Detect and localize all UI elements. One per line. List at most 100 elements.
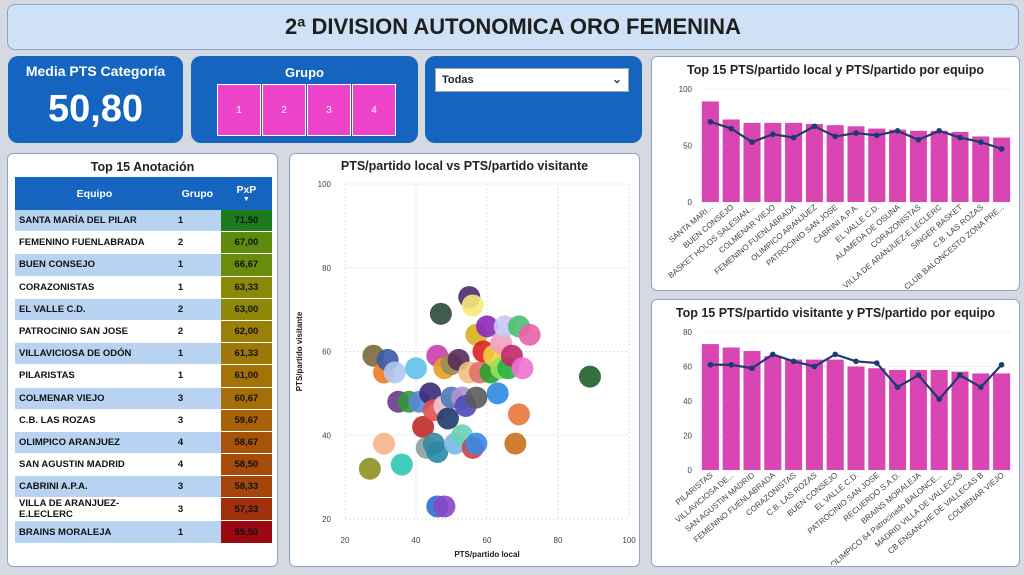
line-point[interactable] bbox=[707, 118, 714, 125]
table-row[interactable]: PILARISTAS 1 61,00 bbox=[15, 364, 272, 388]
col-header-grupo[interactable]: Grupo bbox=[173, 177, 221, 210]
scatter-point[interactable] bbox=[436, 407, 459, 430]
bar[interactable] bbox=[764, 356, 782, 470]
scatter-point[interactable] bbox=[433, 495, 456, 518]
line-point[interactable] bbox=[874, 132, 880, 139]
bar[interactable] bbox=[909, 130, 927, 202]
line-point[interactable] bbox=[853, 358, 859, 365]
table-row[interactable]: PATROCINIO SAN JOSE 2 62,00 bbox=[15, 320, 272, 344]
table-row[interactable]: COLMENAR VIEJO 3 60,67 bbox=[15, 387, 272, 410]
bar[interactable] bbox=[951, 131, 969, 202]
grupo-button-3[interactable]: 3 bbox=[307, 84, 351, 136]
bar[interactable] bbox=[847, 126, 865, 202]
line-point[interactable] bbox=[978, 384, 984, 390]
line-point[interactable] bbox=[978, 139, 984, 145]
bar[interactable] bbox=[701, 344, 719, 470]
line-point[interactable] bbox=[894, 128, 901, 134]
scatter-point[interactable] bbox=[486, 382, 509, 405]
scatter-point[interactable] bbox=[511, 357, 534, 380]
scatter-point[interactable] bbox=[412, 415, 435, 438]
table-row[interactable]: OLIMPICO ARANJUEZ 4 58,67 bbox=[15, 431, 272, 455]
table-row[interactable]: EL VALLE C.D. 2 63,00 bbox=[15, 298, 272, 321]
line-point[interactable] bbox=[811, 363, 818, 370]
bar[interactable] bbox=[909, 369, 927, 470]
table-row[interactable]: VILLAVICIOSA DE ODÓN 1 61,33 bbox=[15, 342, 272, 366]
scatter-point[interactable] bbox=[419, 382, 442, 405]
line-point[interactable] bbox=[998, 146, 1005, 152]
table-row[interactable]: SANTA MARÍA DEL PILAR 1 71,50 bbox=[15, 210, 272, 233]
line-point[interactable] bbox=[728, 361, 734, 368]
bar[interactable] bbox=[847, 366, 865, 471]
bar[interactable] bbox=[743, 122, 761, 202]
bar[interactable] bbox=[868, 368, 886, 470]
scatter-point[interactable] bbox=[358, 457, 381, 480]
line-point[interactable] bbox=[749, 365, 755, 372]
bar[interactable] bbox=[805, 359, 823, 470]
line-point[interactable] bbox=[832, 133, 838, 140]
bar[interactable] bbox=[805, 124, 823, 202]
bar[interactable] bbox=[785, 122, 803, 202]
bar[interactable] bbox=[993, 373, 1011, 470]
scatter-point[interactable] bbox=[465, 386, 488, 409]
bar[interactable] bbox=[993, 137, 1011, 202]
line-point[interactable] bbox=[915, 372, 922, 378]
bar[interactable] bbox=[972, 373, 990, 470]
scatter-point[interactable] bbox=[373, 432, 396, 455]
bar[interactable] bbox=[889, 129, 907, 202]
line-point[interactable] bbox=[936, 396, 942, 403]
bar[interactable] bbox=[743, 350, 761, 470]
table-row[interactable]: SAN AGUSTIN MADRID 4 58,50 bbox=[15, 453, 272, 477]
table-row[interactable]: CORAZONISTAS 1 63,33 bbox=[15, 276, 272, 299]
scatter-point[interactable] bbox=[465, 432, 488, 455]
bar[interactable] bbox=[785, 359, 803, 470]
col-header-equipo[interactable]: Equipo bbox=[15, 177, 174, 210]
line-point[interactable] bbox=[770, 351, 776, 358]
scatter-point[interactable] bbox=[383, 361, 406, 384]
scatter-point[interactable] bbox=[507, 403, 530, 426]
table-row[interactable]: BUEN CONSEJO 1 66,67 bbox=[15, 253, 272, 277]
grupo-button-1[interactable]: 1 bbox=[217, 84, 261, 136]
line-point[interactable] bbox=[749, 139, 755, 145]
bar[interactable] bbox=[889, 369, 907, 470]
bar[interactable] bbox=[972, 136, 990, 202]
line-point[interactable] bbox=[832, 351, 838, 358]
scatter-point[interactable] bbox=[518, 323, 541, 346]
bar[interactable] bbox=[722, 347, 740, 470]
scatter-point[interactable] bbox=[390, 453, 413, 476]
line-point[interactable] bbox=[998, 361, 1005, 368]
table-row[interactable]: VILLA DE ARANJUEZ-E.LECLERC 3 57,33 bbox=[15, 497, 272, 522]
scatter-point[interactable] bbox=[504, 432, 527, 455]
line-point[interactable] bbox=[790, 358, 797, 365]
bar[interactable] bbox=[868, 128, 886, 202]
col-header-pxp[interactable]: PxP ▼ bbox=[220, 177, 272, 210]
bar[interactable] bbox=[951, 371, 969, 470]
scatter-point[interactable] bbox=[476, 315, 498, 338]
bar[interactable] bbox=[930, 130, 948, 202]
bar[interactable] bbox=[701, 101, 719, 202]
table-row[interactable]: FEMENINO FUENLABRADA 2 67,00 bbox=[15, 231, 272, 255]
line-point[interactable] bbox=[770, 131, 776, 137]
scatter-point[interactable] bbox=[429, 302, 452, 325]
line-point[interactable] bbox=[915, 137, 922, 143]
bar[interactable] bbox=[826, 125, 844, 202]
table-row[interactable]: BRAINS MORALEJA 1 55,50 bbox=[15, 520, 272, 544]
line-point[interactable] bbox=[790, 134, 797, 141]
line-point[interactable] bbox=[811, 123, 818, 130]
bar[interactable] bbox=[826, 359, 844, 470]
table-row[interactable]: C.B. LAS ROZAS 3 59,67 bbox=[15, 409, 272, 432]
team-filter-dropdown[interactable]: Todas ⌄ bbox=[435, 68, 629, 92]
line-point[interactable] bbox=[874, 360, 880, 366]
bar[interactable] bbox=[930, 369, 948, 470]
bar[interactable] bbox=[722, 119, 740, 202]
bar[interactable] bbox=[764, 122, 782, 202]
table-row[interactable]: CABRINI A.P.A. 3 58,33 bbox=[15, 475, 272, 499]
line-point[interactable] bbox=[957, 372, 963, 378]
line-point[interactable] bbox=[894, 384, 901, 390]
line-point[interactable] bbox=[707, 361, 714, 368]
line-point[interactable] bbox=[853, 130, 859, 136]
scatter-point[interactable] bbox=[461, 294, 484, 317]
line-point[interactable] bbox=[957, 134, 963, 141]
grupo-button-4[interactable]: 4 bbox=[352, 84, 396, 136]
scatter-point[interactable] bbox=[578, 365, 601, 388]
grupo-button-2[interactable]: 2 bbox=[262, 84, 306, 136]
